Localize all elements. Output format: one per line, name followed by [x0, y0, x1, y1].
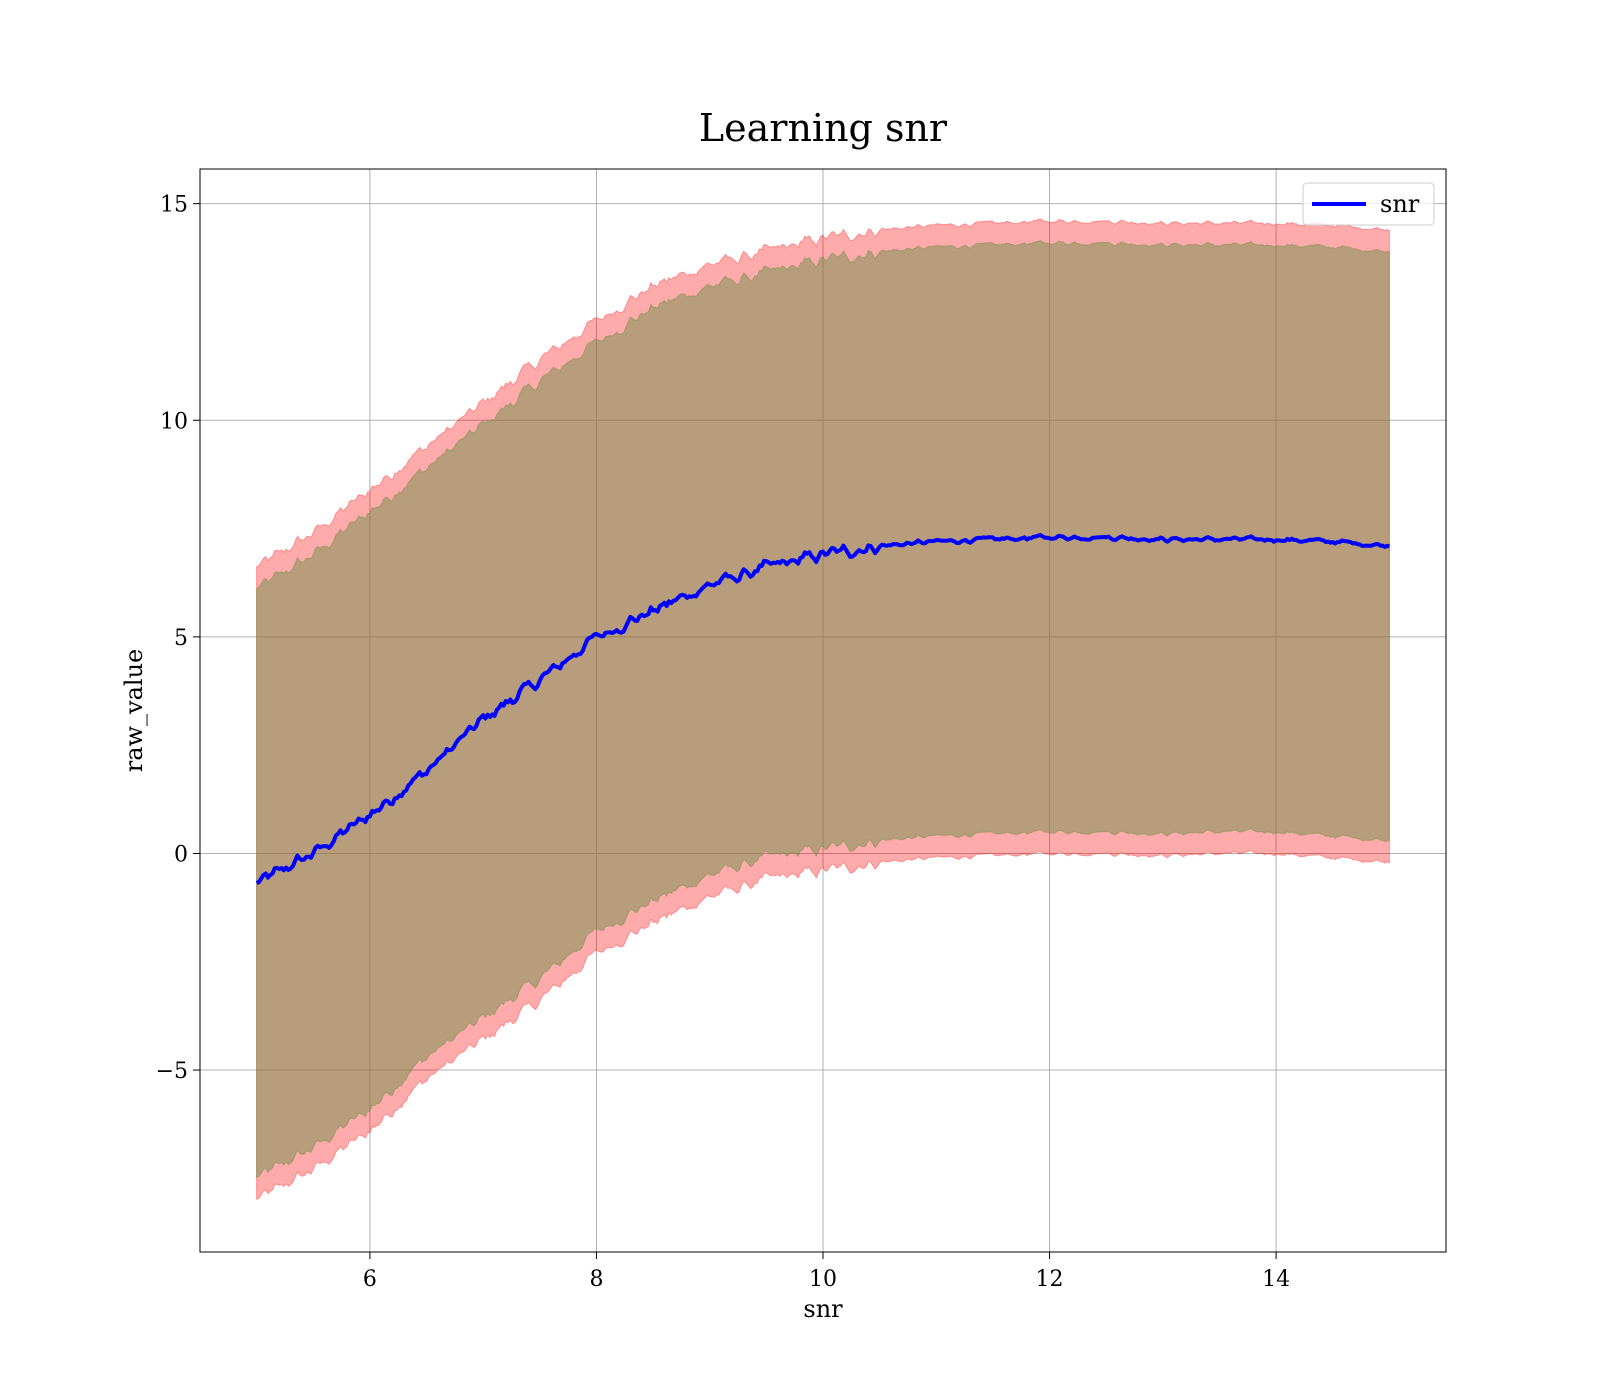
band-inner [256, 240, 1390, 1179]
x-tick-label-2: 10 [809, 1267, 837, 1292]
x-tick-label-0: 6 [363, 1267, 377, 1292]
x-tick-label-4: 14 [1262, 1267, 1290, 1292]
axis-ticks: 6 8 10 12 14 −5 0 5 10 15 [156, 193, 1291, 1292]
legend-entry-snr: snr [1380, 190, 1420, 218]
series-line-snr [255, 533, 1390, 885]
chart-title: Learning snr [699, 106, 948, 150]
x-tick-label-3: 12 [1036, 1267, 1064, 1292]
y-tick-label-3: 10 [160, 409, 188, 434]
y-axis-label: raw_value [120, 649, 148, 773]
confidence-bands [256, 218, 1390, 1201]
x-tick-label-1: 8 [589, 1267, 603, 1292]
series-lines [255, 533, 1390, 885]
y-tick-label-2: 5 [174, 626, 188, 651]
y-tick-label-0: −5 [156, 1059, 188, 1084]
y-tick-label-4: 15 [160, 193, 188, 218]
legend: snr [1302, 182, 1435, 226]
legend-box [1302, 182, 1435, 226]
y-tick-label-1: 0 [174, 842, 188, 867]
x-axis-label: snr [803, 1295, 843, 1323]
